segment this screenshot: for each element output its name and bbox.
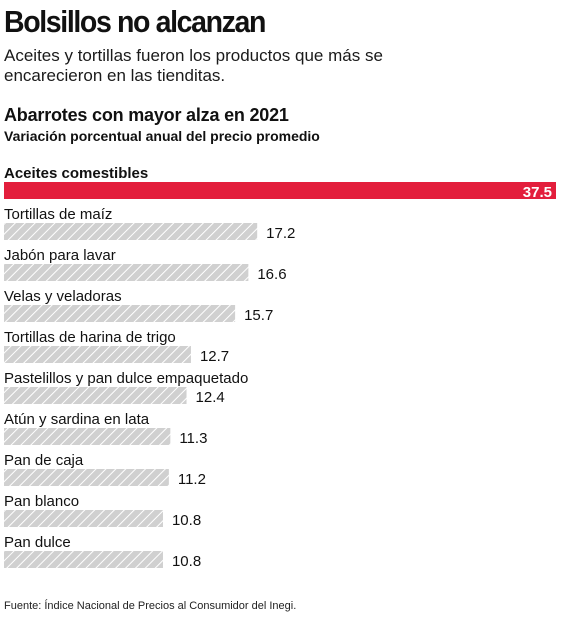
value-label: 16.6 bbox=[257, 266, 286, 283]
chart-subtitle: Variación porcentual anual del precio pr… bbox=[4, 128, 320, 144]
bar bbox=[4, 469, 169, 486]
bar bbox=[4, 510, 163, 527]
chart-title: Abarrotes con mayor alza en 2021 bbox=[4, 105, 289, 125]
value-label: 12.7 bbox=[200, 348, 229, 365]
bar bbox=[4, 182, 556, 199]
value-label: 17.2 bbox=[266, 225, 295, 242]
category-label: Tortillas de harina de trigo bbox=[4, 329, 176, 346]
bar bbox=[4, 223, 258, 240]
bar bbox=[4, 551, 163, 568]
value-label: 12.4 bbox=[196, 389, 225, 406]
category-label: Aceites comestibles bbox=[4, 165, 148, 182]
source-note: Fuente: Índice Nacional de Precios al Co… bbox=[4, 600, 297, 612]
category-label: Pastelillos y pan dulce empaquetado bbox=[4, 370, 248, 387]
category-label: Pan blanco bbox=[4, 493, 79, 510]
dek: Aceites y tortillas fueron los productos… bbox=[4, 46, 383, 85]
bar bbox=[4, 305, 236, 322]
category-label: Atún y sardina en lata bbox=[4, 411, 150, 428]
value-label: 11.2 bbox=[178, 471, 206, 488]
headline: Bolsillos no alcanzan bbox=[4, 4, 266, 39]
plot-area: Aceites comestibles 37.5 Tortillas de maíz… bbox=[4, 165, 556, 570]
category-label: Pan dulce bbox=[4, 534, 71, 551]
value-label: 15.7 bbox=[244, 307, 273, 324]
bar bbox=[4, 346, 191, 363]
bar bbox=[4, 387, 187, 404]
bar bbox=[4, 264, 249, 281]
value-label: 37.5 bbox=[523, 184, 552, 201]
category-label: Jabón para lavar bbox=[4, 247, 116, 264]
category-label: Pan de caja bbox=[4, 452, 84, 469]
value-label: 10.8 bbox=[172, 553, 201, 570]
value-label: 11.3 bbox=[179, 430, 207, 447]
bar bbox=[4, 428, 171, 445]
category-label: Velas y veladoras bbox=[4, 288, 122, 305]
value-label: 10.8 bbox=[172, 512, 201, 529]
category-label: Tortillas de maíz bbox=[4, 206, 112, 223]
